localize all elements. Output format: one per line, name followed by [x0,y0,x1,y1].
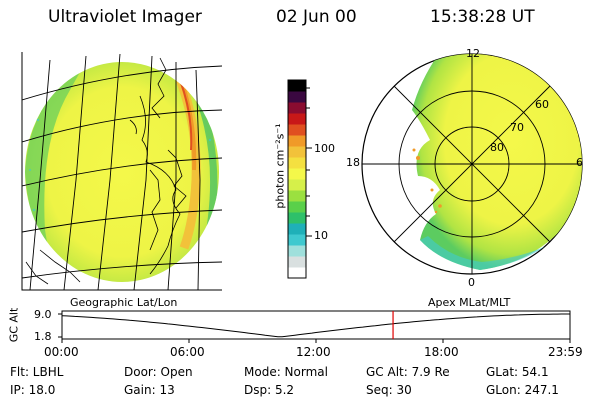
mlat-label-70: 70 [510,121,524,134]
altitude-ytick-bottom: 1.8 [34,330,52,343]
date-label: 02 Jun 00 [276,7,357,27]
auroral-arc-core [179,79,193,151]
colorbar-swatch [288,267,306,279]
status-gain: Gain: 13 [124,383,175,397]
status-glat: GLat: 54.1 [486,365,549,379]
colorbar-swatch [288,113,306,125]
status-gc-alt: GC Alt: 7.9 Re [366,365,450,379]
altitude-curve [61,313,570,338]
status-ip: IP: 18.0 [10,383,56,397]
colorbar-swatch [288,124,306,136]
geo-emission-disk [25,62,219,282]
status-mode: Mode: Normal [244,365,328,379]
altitude-xtick-1: 06:00 [170,345,205,359]
mlt-label-18: 18 [346,156,360,169]
altitude-ylabel: GC Alt [7,307,21,343]
polar-emission-region [412,54,582,270]
mlt-label-12: 12 [466,47,480,60]
colorbar [287,79,307,279]
mlat-label-80: 80 [490,141,504,154]
colorbar-swatch [288,256,306,268]
geo-image [21,52,222,291]
status-door: Door: Open [124,365,193,379]
colorbar-unit-label: photon cm⁻²s⁻¹ [273,123,287,209]
altitude-plot [58,310,571,343]
colorbar-tick-10: 10 [314,229,328,242]
altitude-plot-frame [61,310,571,340]
colorbar-tick-100: 100 [314,142,335,155]
altitude-xtick-0: 00:00 [44,345,79,359]
polar-image [361,53,583,275]
coastlines [25,57,187,285]
instrument-title: Ultraviolet Imager [48,7,202,27]
polar-grid [362,54,582,274]
colorbar-swatch [288,80,306,92]
mlt-label-0: 0 [468,276,475,289]
altitude-ytick-top: 9.0 [34,308,52,321]
colorbar-swatch [288,91,306,103]
geo-panel-label: Geographic Lat/Lon [70,296,178,309]
colorbar-swatch [288,212,306,224]
mlt-label-6: 6 [576,156,583,169]
geo-grid [22,53,222,290]
colorbar-swatch [288,146,306,158]
colorbar-swatch [288,201,306,213]
altitude-xtick-2: 12:00 [296,345,331,359]
colorbar-ticks [306,87,312,237]
altitude-xtick-4: 23:59 [548,345,583,359]
colorbar-swatch [288,135,306,147]
colorbar-swatch [288,245,306,257]
colorbar-swatch [288,190,306,202]
status-filter: Flt: LBHL [10,365,64,379]
colorbar-swatch [288,223,306,235]
time-label: 15:38:28 UT [430,7,535,27]
altitude-xtick-3: 18:00 [424,345,459,359]
status-seq: Seq: 30 [366,383,412,397]
mlat-label-60: 60 [535,98,549,111]
polar-panel-label: Apex MLat/MLT [428,296,511,309]
colorbar-frame [287,79,307,279]
status-dsp: Dsp: 5.2 [244,383,295,397]
colorbar-swatch [288,102,306,114]
colorbar-swatch [288,179,306,191]
colorbar-swatch [288,157,306,169]
colorbar-swatch [288,168,306,180]
colorbar-swatch [288,234,306,246]
status-glon: GLon: 247.1 [486,383,559,397]
